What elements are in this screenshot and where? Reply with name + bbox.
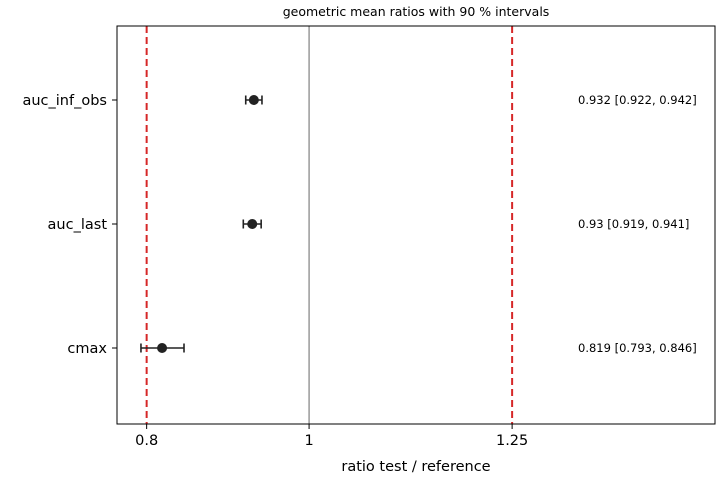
y-tick-label-auc_last: auc_last <box>48 217 108 233</box>
interval-label-cmax: 0.819 [0.793, 0.846] <box>578 341 697 355</box>
interval-label-auc_inf_obs: 0.932 [0.922, 0.942] <box>578 93 697 107</box>
x-tick-label-1.25: 1.25 <box>496 433 528 449</box>
x-tick-label-1: 1 <box>304 433 313 449</box>
axes-frame <box>116 25 716 425</box>
x-tick-label-0.8: 0.8 <box>135 433 158 449</box>
chart-title: geometric mean ratios with 90 % interval… <box>283 4 550 19</box>
x-axis-label: ratio test / reference <box>341 459 490 475</box>
point-marker-auc_inf_obs <box>248 95 259 105</box>
plot-area: 0.932 [0.922, 0.942] auc_inf_obs 0.93 [0.9… <box>22 25 716 449</box>
y-tick-label-auc_inf_obs: auc_inf_obs <box>22 93 107 109</box>
point-marker-cmax <box>157 343 168 353</box>
point-marker-auc_last <box>247 219 258 229</box>
y-tick-label-cmax: cmax <box>67 341 107 357</box>
interval-label-auc_last: 0.93 [0.919, 0.941] <box>578 217 689 231</box>
